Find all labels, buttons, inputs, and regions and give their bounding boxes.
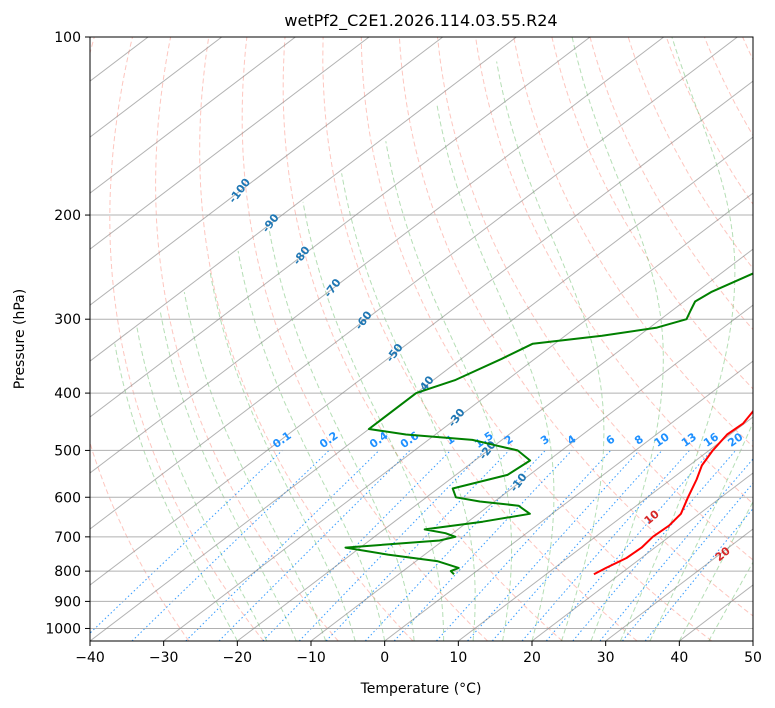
x-tick-label: −20 xyxy=(223,650,253,666)
isotherm-line xyxy=(605,528,753,641)
moist-adiabat-line xyxy=(436,104,555,641)
y-tick-label: 700 xyxy=(54,530,81,546)
mixing-ratio-line xyxy=(393,450,573,641)
mixing-ratio-line xyxy=(90,450,283,634)
dry-adiabat-line xyxy=(513,37,753,448)
isotherm-line xyxy=(163,192,753,641)
x-axis-title: Temperature (°C) xyxy=(360,681,482,697)
moist-adiabat-line xyxy=(237,250,386,641)
y-tick-label: 400 xyxy=(54,386,81,402)
y-tick-label: 900 xyxy=(54,594,81,610)
dry-adiabat-line xyxy=(241,37,488,641)
y-tick-label: 100 xyxy=(54,30,81,46)
dry-adiabat-line xyxy=(155,37,339,641)
x-tick-label: 30 xyxy=(597,650,615,666)
dry-adiabat-line xyxy=(398,37,753,617)
isotherm-line xyxy=(90,37,591,418)
dry-adiabat-line xyxy=(90,37,190,641)
isotherm-line xyxy=(458,416,753,641)
mixing-ratio-line xyxy=(599,458,753,641)
dry-adiabat-line xyxy=(589,37,753,331)
mixing-ratio-line xyxy=(218,450,411,641)
dewpoint-profile-line xyxy=(344,272,753,576)
x-axis-ticks: −40 −30 −20 −10 0 10 20 30 40 50 xyxy=(75,641,762,666)
isotherm-line xyxy=(90,136,753,641)
x-tick-label: −10 xyxy=(296,650,326,666)
mixing-ratio-line xyxy=(491,450,663,641)
moist-adiabat-line xyxy=(114,343,238,641)
pressure-gridlines xyxy=(90,37,753,629)
isotherm-line xyxy=(237,248,753,641)
dry-adiabat-line xyxy=(437,37,753,561)
y-tick-label: 800 xyxy=(54,564,81,580)
y-tick-label: 300 xyxy=(54,312,81,328)
mixing-ratio-line xyxy=(572,450,737,641)
chart-title: wetPf2_C2E1.2026.114.03.55.R24 xyxy=(284,11,557,31)
sounding-series xyxy=(344,272,753,576)
x-tick-label: 50 xyxy=(744,650,762,666)
y-axis-ticks: 100 200 300 400 500 600 700 800 900 1000 xyxy=(45,30,90,637)
x-tick-label: 10 xyxy=(449,650,467,666)
isotherm-line xyxy=(384,360,753,641)
isotherm-line xyxy=(90,37,370,250)
plot-area: -100-90-80-70-60-50-40-30-20-100.1 0.2 0.4… xyxy=(90,37,770,641)
dry-adiabat-line xyxy=(322,37,638,641)
mixing-ratio-line xyxy=(622,482,753,641)
isotherm-line xyxy=(90,80,753,586)
skewed-isotherms xyxy=(90,37,753,641)
temperature-profile-line xyxy=(593,409,753,576)
mixing-ratio-line xyxy=(364,450,546,641)
dry-adiabat-line xyxy=(475,37,753,505)
mixing-ratio-lines xyxy=(90,450,753,641)
moist-adiabat-line xyxy=(209,272,356,641)
moist-adiabat-line xyxy=(302,201,445,641)
mixing-ratio-line xyxy=(325,450,510,641)
moist-adiabat-line xyxy=(708,561,753,641)
isotherm-line xyxy=(90,37,517,362)
y-tick-label: 500 xyxy=(54,443,81,459)
isotherm-line xyxy=(90,37,296,194)
x-tick-label: −30 xyxy=(149,650,179,666)
y-tick-label: 600 xyxy=(54,490,81,506)
isotherm-line xyxy=(90,37,665,474)
isotherm-line xyxy=(531,472,753,641)
moist-adiabat-line xyxy=(571,37,664,641)
mixing-ratio-line xyxy=(185,450,380,641)
mixing-ratio-line xyxy=(467,450,640,641)
moist-adiabat-line xyxy=(268,227,415,641)
mixing-ratio-line xyxy=(436,450,612,641)
plot-frame xyxy=(89,36,754,642)
y-axis-title: Pressure (hPa) xyxy=(12,289,28,389)
isotherm-line xyxy=(90,37,444,306)
moist-adiabat-line xyxy=(496,61,605,641)
moist-adiabat-line xyxy=(341,173,476,641)
dry-adiabat-line xyxy=(282,37,563,641)
isotherm-line xyxy=(90,37,738,530)
mixing-ratio-line xyxy=(262,450,451,641)
y-tick-label: 200 xyxy=(54,208,81,224)
mixing-ratio-label: 25 xyxy=(750,430,770,449)
x-tick-label: 0 xyxy=(380,650,389,666)
x-tick-label: 20 xyxy=(523,650,541,666)
x-tick-label: −40 xyxy=(75,650,105,666)
mixing-ratio-line xyxy=(298,450,485,641)
dry-adiabat-line xyxy=(109,37,264,641)
y-tick-label: 1000 xyxy=(45,621,81,637)
moist-adiabat-line xyxy=(649,421,753,641)
x-tick-label: 40 xyxy=(670,650,688,666)
